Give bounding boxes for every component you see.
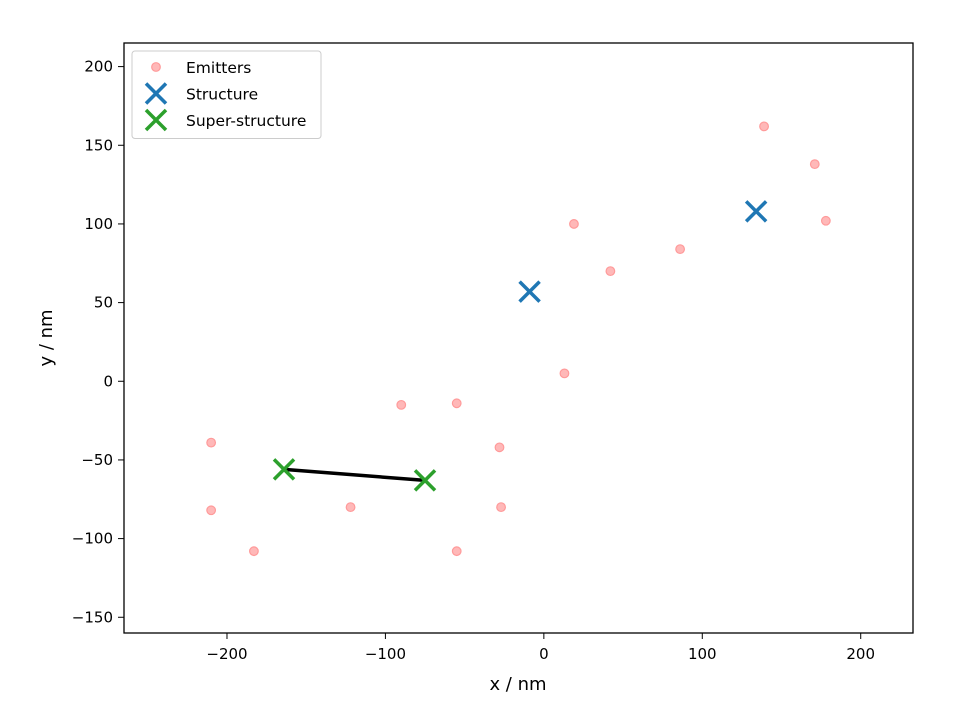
super-structure-link-line bbox=[283, 467, 426, 483]
y-tick-label: −150 bbox=[72, 608, 113, 626]
x-tick-label: −200 bbox=[206, 645, 247, 663]
plot-area: −200 −100 0 100 200 −150 −100 −50 0 50 100 150 200 bbox=[72, 42, 914, 663]
legend-label-super-structure: Super-structure bbox=[186, 112, 306, 130]
structure-point bbox=[518, 280, 541, 303]
legend-box bbox=[131, 50, 322, 139]
x-tick-label: 100 bbox=[688, 645, 717, 663]
axes-frame bbox=[123, 42, 914, 634]
legend-marker-super-structure bbox=[144, 108, 168, 132]
y-tick-label: −50 bbox=[81, 451, 113, 469]
emitters-point bbox=[396, 399, 407, 410]
y-tick-label: 0 bbox=[103, 372, 113, 390]
emitters-point bbox=[494, 442, 505, 453]
structure-point bbox=[744, 200, 768, 223]
emitters-point bbox=[569, 219, 579, 229]
emitters-point bbox=[496, 502, 506, 513]
structure-point-stroke-b bbox=[744, 200, 768, 223]
legend-marker-super-structure-stroke-b bbox=[144, 108, 168, 132]
structure-point-stroke-b bbox=[518, 280, 541, 303]
super-structure-point-stroke-b bbox=[413, 469, 437, 492]
emitters-point bbox=[675, 244, 686, 255]
x-axis-label: x / nm bbox=[489, 674, 546, 695]
emitters-point bbox=[249, 546, 259, 557]
legend-label-emitters: Emitters bbox=[186, 59, 251, 77]
y-tick-label: 100 bbox=[84, 215, 113, 233]
emitters-point bbox=[759, 121, 769, 132]
emitters-point bbox=[605, 266, 616, 277]
emitters-point bbox=[206, 505, 217, 516]
y-axis-label: y / nm bbox=[36, 309, 57, 366]
y-tick-label: 200 bbox=[84, 58, 113, 76]
x-tick-label: 200 bbox=[846, 645, 875, 663]
y-tick-label: 150 bbox=[84, 136, 113, 154]
y-tick-label: −100 bbox=[72, 530, 113, 548]
legend-marker-emitters bbox=[151, 62, 161, 72]
super-structure-point bbox=[272, 458, 296, 481]
emitters-point bbox=[820, 215, 831, 226]
emitters-point bbox=[451, 398, 462, 409]
legend-label-structure: Structure bbox=[186, 86, 258, 104]
legend: Emitters Structure Super-structure bbox=[131, 50, 322, 139]
emitters-point bbox=[206, 437, 217, 448]
super-structure-point bbox=[413, 469, 437, 492]
super-structure-point-stroke-b bbox=[272, 458, 296, 481]
legend-marker-structure-stroke-b bbox=[144, 82, 168, 105]
emitters-point bbox=[809, 159, 820, 170]
y-tick-label: 50 bbox=[94, 294, 113, 312]
x-tick-label: −100 bbox=[365, 645, 406, 663]
emitters-point bbox=[451, 546, 462, 557]
x-tick-label: 0 bbox=[539, 645, 549, 663]
emitters-point bbox=[345, 502, 356, 513]
emitters-point bbox=[559, 368, 570, 379]
legend-marker-structure bbox=[144, 82, 168, 105]
